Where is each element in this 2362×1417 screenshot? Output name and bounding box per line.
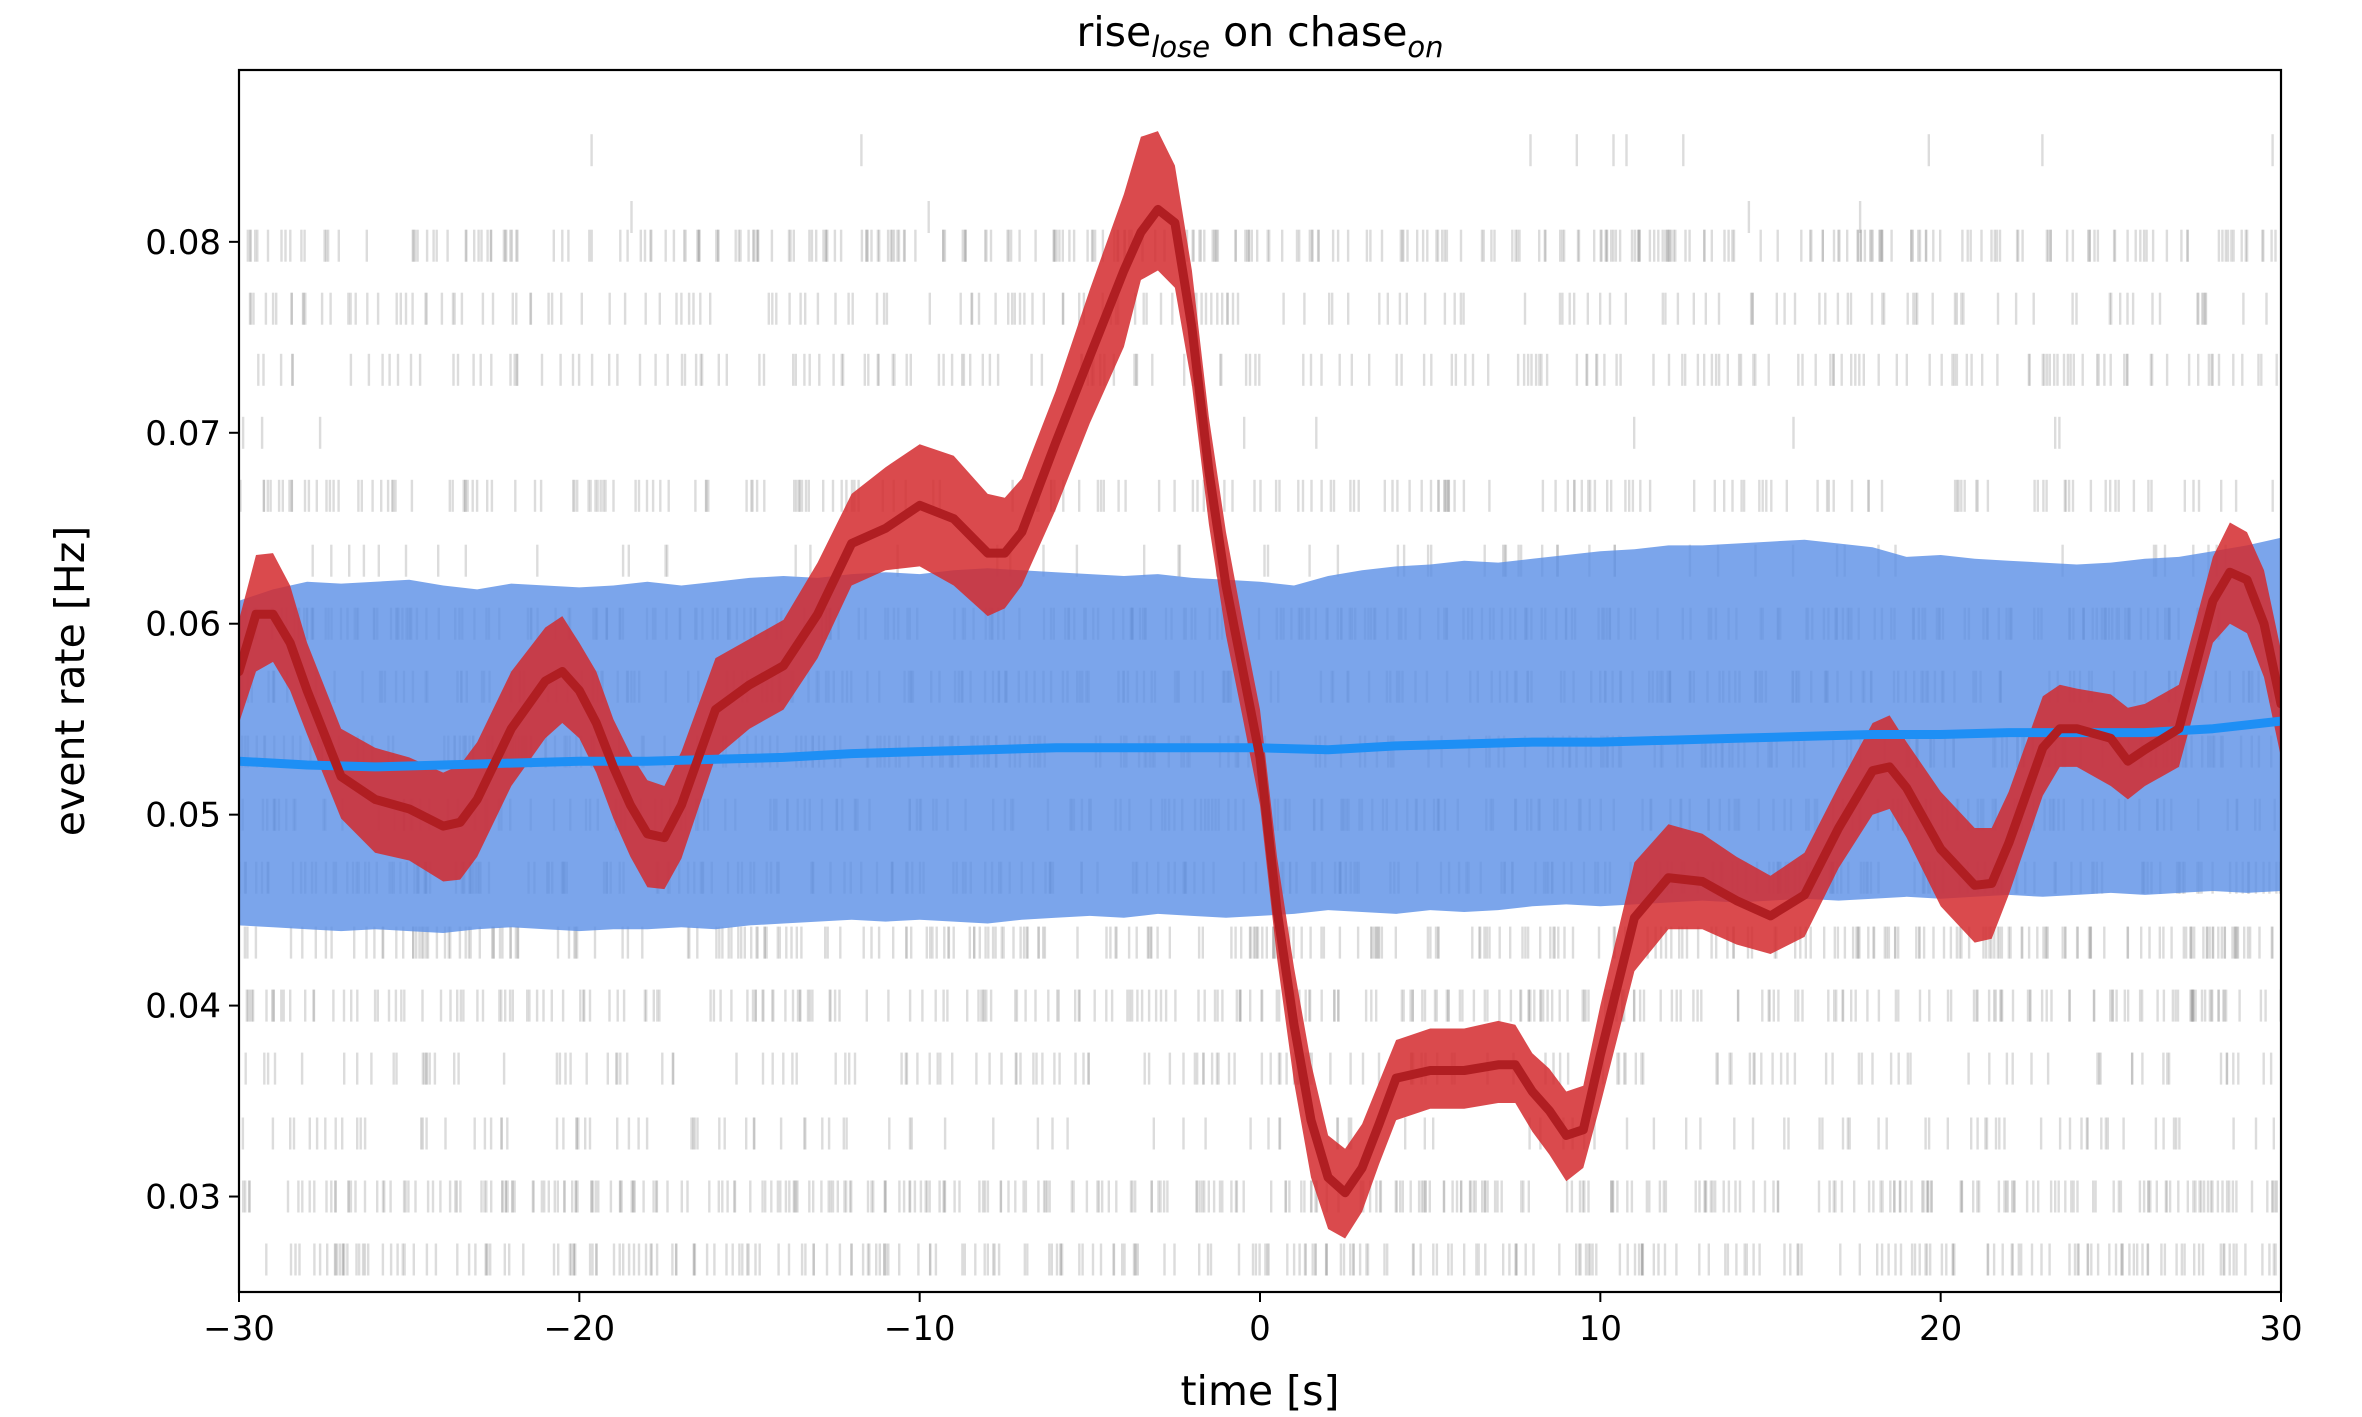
- series-lines: [239, 204, 2281, 1198]
- y-tick-label: 0.04: [145, 987, 221, 1027]
- x-axis: −30 −20 −10 0 10 20 30: [203, 1292, 2303, 1349]
- x-tick-label: 20: [1919, 1309, 1962, 1349]
- y-axis: 0.03 0.04 0.05 0.06 0.07 0.08: [145, 223, 239, 1218]
- x-tick-label: −10: [884, 1309, 956, 1349]
- x-tick-label: 10: [1579, 1309, 1622, 1349]
- chart-title: riselose on chaseon: [1076, 8, 1443, 64]
- y-tick-label: 0.05: [145, 796, 221, 836]
- x-tick-label: −20: [543, 1309, 615, 1349]
- y-tick-label: 0.03: [145, 1178, 221, 1218]
- y-tick-label: 0.07: [145, 414, 221, 454]
- event-line: [239, 204, 2281, 1198]
- x-tick-label: 30: [2259, 1309, 2302, 1349]
- x-axis-label: time [s]: [1180, 1367, 1339, 1415]
- x-tick-label: −30: [203, 1309, 275, 1349]
- x-tick-label: 0: [1249, 1309, 1271, 1349]
- y-axis-label: event rate [Hz]: [46, 526, 94, 836]
- y-tick-label: 0.06: [145, 605, 221, 645]
- y-tick-label: 0.08: [145, 223, 221, 263]
